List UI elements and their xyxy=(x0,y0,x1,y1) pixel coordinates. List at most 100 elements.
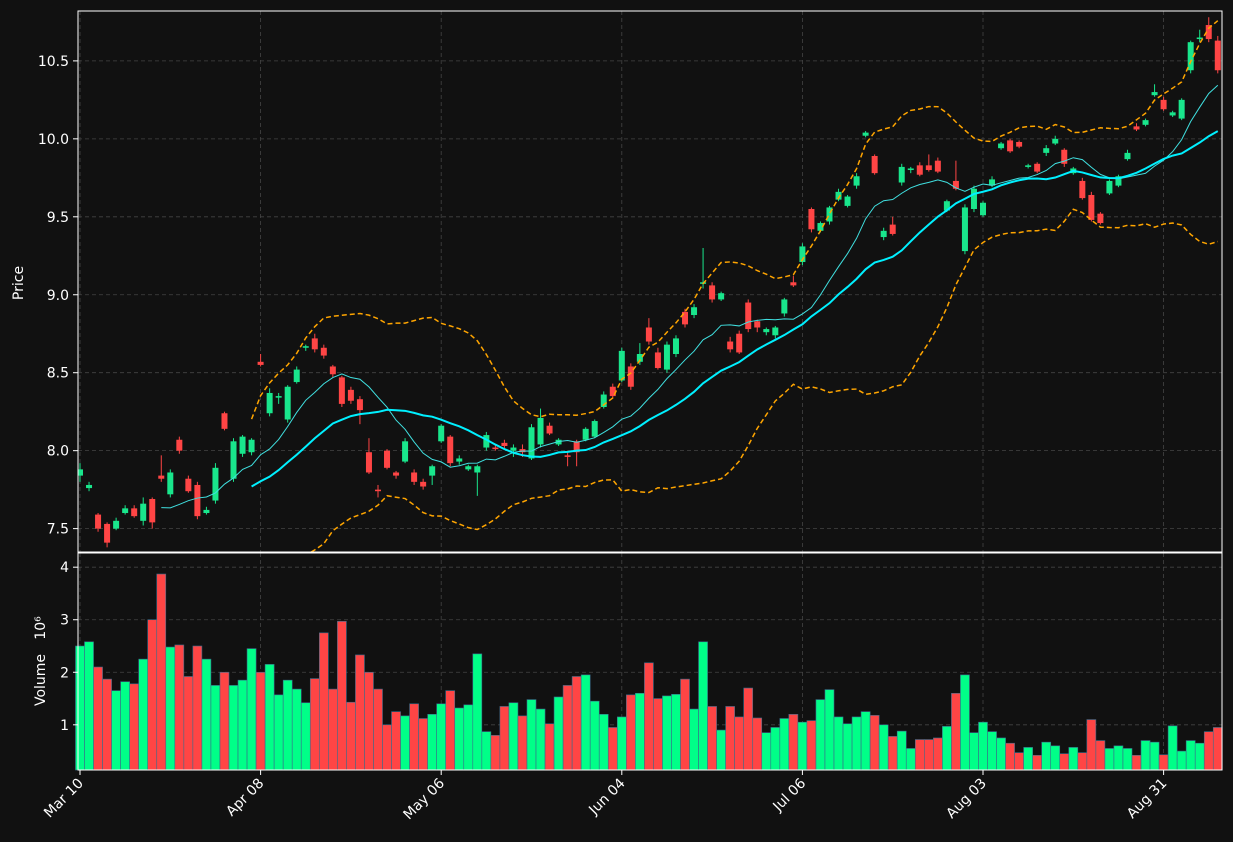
volume-bar xyxy=(445,690,456,771)
volume-bar xyxy=(644,662,654,771)
volume-bar xyxy=(562,685,573,771)
candle-body xyxy=(781,299,788,314)
volume-bar xyxy=(635,692,645,771)
candle-body xyxy=(1007,140,1014,152)
candle-body xyxy=(754,321,761,328)
candle-body xyxy=(790,282,797,286)
y-tick-label: 3 xyxy=(60,613,69,629)
volume-bar xyxy=(878,724,889,771)
candle-body xyxy=(293,369,300,383)
volume-bar xyxy=(869,715,880,771)
volume-bar xyxy=(282,679,293,771)
volume-bar xyxy=(1158,754,1169,771)
candle-body xyxy=(1214,40,1221,71)
candle-body xyxy=(1187,42,1194,71)
candle-body xyxy=(907,168,914,171)
candle-body xyxy=(1043,148,1050,153)
volume-bar xyxy=(689,708,699,771)
candle-body xyxy=(862,132,869,136)
volume-bar xyxy=(309,678,320,771)
candle-body xyxy=(402,441,409,462)
candle-body xyxy=(158,475,165,479)
volume-bar xyxy=(328,688,338,771)
candle-body xyxy=(122,508,129,514)
candle-body xyxy=(1106,180,1113,194)
volume-bar xyxy=(409,703,419,771)
candle-body xyxy=(1151,92,1158,96)
volume-bar xyxy=(391,711,401,771)
volume-bar xyxy=(544,723,555,771)
volume-bar xyxy=(364,671,374,771)
volume-bar xyxy=(761,732,772,771)
candle-body xyxy=(149,498,156,523)
volume-bar xyxy=(463,704,474,771)
candle-body xyxy=(989,179,996,186)
volume-bar xyxy=(400,715,410,771)
candle-body xyxy=(1142,120,1149,125)
candle-body xyxy=(952,180,959,189)
volume-bar xyxy=(887,736,898,771)
volume-bar xyxy=(147,619,158,771)
volume-bar xyxy=(219,671,230,771)
candle-body xyxy=(799,246,806,263)
volume-bar xyxy=(626,694,636,771)
candle-body xyxy=(1097,213,1104,224)
y-tick-label: 4 xyxy=(60,560,69,576)
candle-body xyxy=(1088,194,1095,220)
volume-bar xyxy=(264,664,275,771)
candle-body xyxy=(573,441,580,453)
volume-bar xyxy=(671,694,681,771)
candle-body xyxy=(844,196,851,206)
candle-body xyxy=(393,472,400,476)
candle-body xyxy=(266,392,273,414)
y-tick-label: 9.5 xyxy=(47,210,69,226)
volume-bar xyxy=(418,718,428,771)
volume-bar xyxy=(1032,754,1042,771)
candle-body xyxy=(564,455,571,457)
candle-body xyxy=(203,509,210,514)
bollinger-lower xyxy=(309,208,1218,552)
candle-body xyxy=(682,311,689,325)
candle-body xyxy=(889,224,896,234)
volume-bar xyxy=(896,730,907,771)
candle-body xyxy=(1079,180,1086,199)
volume-bar xyxy=(580,674,591,771)
candle-body xyxy=(456,458,463,462)
volume-bar xyxy=(1176,750,1187,771)
volume-bar xyxy=(346,701,356,771)
candle-body xyxy=(745,302,752,330)
candle-body xyxy=(447,436,454,464)
candle-body xyxy=(212,467,219,501)
candle-body xyxy=(284,386,291,420)
volume-bar xyxy=(653,698,663,771)
volume-bar xyxy=(815,699,826,771)
candle-body xyxy=(998,143,1005,149)
volume-bar xyxy=(373,688,383,771)
volume-bar xyxy=(84,641,94,771)
candle-body xyxy=(600,394,607,408)
candle-body xyxy=(618,350,625,381)
candle-body xyxy=(853,176,860,186)
volume-bar xyxy=(1095,740,1106,771)
volume-bar xyxy=(192,645,203,771)
volume-bar xyxy=(987,731,997,771)
candle-body xyxy=(718,293,725,300)
candle-body xyxy=(871,155,878,174)
candle-body xyxy=(663,344,670,370)
candle-body xyxy=(1124,152,1131,160)
volume-bar xyxy=(1131,754,1142,771)
volume-bar xyxy=(201,658,212,771)
candle-body xyxy=(808,209,815,230)
volume-bar xyxy=(553,696,564,771)
candle-body xyxy=(194,484,201,517)
volume-bar xyxy=(246,648,257,771)
volume-bar xyxy=(616,716,627,771)
volume-bar xyxy=(273,694,284,771)
candle-body xyxy=(95,514,102,529)
candle-body xyxy=(320,347,327,356)
volume-bar xyxy=(1185,740,1196,771)
candle-body xyxy=(311,338,318,350)
volume-bar xyxy=(1140,740,1151,771)
volume-bar xyxy=(752,717,763,771)
